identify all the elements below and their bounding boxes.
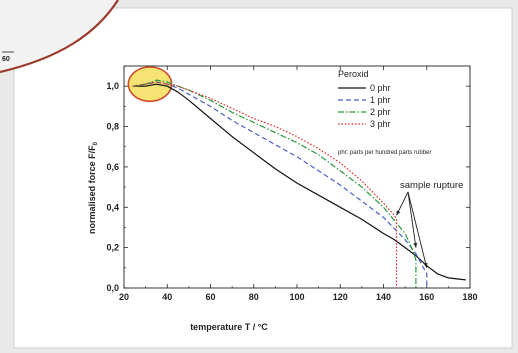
y-axis-label-main: normalised force F/F xyxy=(87,145,97,234)
legend-label: 0 phr xyxy=(370,83,391,93)
x-tick-label: 120 xyxy=(333,292,348,302)
page-curl-edge xyxy=(0,0,119,74)
x-tick-label: 100 xyxy=(289,292,304,302)
page-curl: 60 xyxy=(0,0,119,74)
x-tick-label: 160 xyxy=(419,292,434,302)
series-line-2-phr xyxy=(132,79,417,288)
plot-area: 20 40 60 80 100 120 140 160 180 0,0 0,2 0,4 0,6 0,8 1… xyxy=(87,65,478,332)
annotation-sample-rupture: sample rupture xyxy=(400,180,463,191)
rupture-arrowhead xyxy=(423,262,428,268)
rupture-arrow xyxy=(407,191,428,268)
figure-card xyxy=(13,7,513,349)
series-line-0-phr xyxy=(132,83,466,281)
legend-label: 3 phr xyxy=(370,119,391,129)
x-tick-label: 80 xyxy=(249,292,259,302)
y-tick-labels: 0,0 0,2 0,4 0,6 0,8 1,0 xyxy=(106,81,119,293)
rupture-arrows xyxy=(396,191,428,268)
rupture-arrowhead xyxy=(396,210,401,216)
y-tick-label: 0,0 xyxy=(106,283,119,293)
page-curl-sheet xyxy=(0,0,118,72)
y-tick-label: 0,6 xyxy=(106,162,119,172)
x-tick-label: 180 xyxy=(462,292,477,302)
corner-page-number: 60 xyxy=(2,56,10,63)
y-tick-label: 0,8 xyxy=(106,122,119,132)
series-line-3-phr xyxy=(132,81,398,288)
axis-ticks xyxy=(123,65,471,289)
series-line-1-phr xyxy=(132,81,428,288)
rupture-arrow xyxy=(407,191,417,248)
legend: Peroxid 0 phr 1 phr 2 phr 3 phr phr: parts … xyxy=(338,69,431,156)
y-tick-label: 1,0 xyxy=(106,81,119,91)
legend-items: 0 phr 1 phr 2 phr 3 phr xyxy=(338,83,391,129)
y-tick-label: 0,2 xyxy=(106,243,119,253)
x-tick-labels: 20 40 60 80 100 120 140 160 180 xyxy=(119,292,478,302)
legend-label: 2 phr xyxy=(370,107,391,117)
series-layer xyxy=(132,79,466,288)
y-tick-label: 0,4 xyxy=(106,202,119,212)
x-tick-label: 140 xyxy=(376,292,391,302)
y-axis-label-subscript: 0 xyxy=(93,141,99,145)
legend-label: 1 phr xyxy=(370,95,391,105)
x-tick-label: 60 xyxy=(205,292,215,302)
x-tick-label: 40 xyxy=(162,292,172,302)
x-axis-label: temperature T / °C xyxy=(190,322,268,332)
rupture-arrowhead xyxy=(413,242,418,248)
x-tick-label: 20 xyxy=(119,292,129,302)
y-axis-label: normalised force F/F0 xyxy=(87,141,99,234)
legend-title: Peroxid xyxy=(338,69,369,79)
legend-note: phr: parts per hundred parts rubber xyxy=(338,150,431,156)
